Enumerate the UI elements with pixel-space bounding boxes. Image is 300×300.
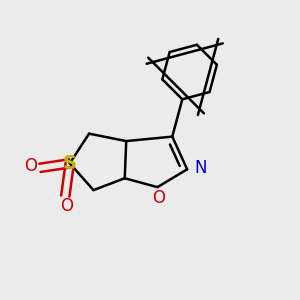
Text: O: O xyxy=(60,197,73,215)
Text: N: N xyxy=(194,159,207,177)
Text: O: O xyxy=(152,189,165,207)
Text: S: S xyxy=(63,154,77,173)
Text: O: O xyxy=(24,157,37,175)
